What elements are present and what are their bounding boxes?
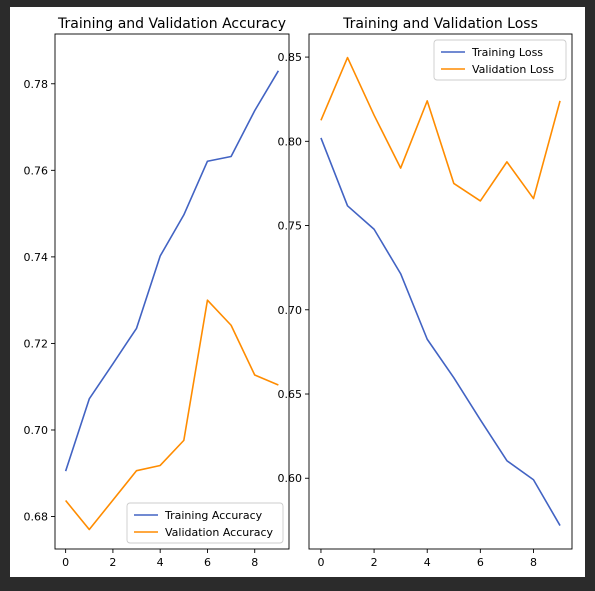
x-tick-label: 0 [317,556,324,569]
y-tick-label: 0.74 [24,251,49,264]
legend-label: Training Loss [471,46,543,59]
x-tick-label: 8 [251,556,258,569]
y-tick-label: 0.78 [24,78,49,91]
series-line-0 [321,138,560,526]
y-tick-label: 0.65 [278,388,303,401]
chart-loss: Training and Validation Loss 0 2 4 6 8 0.60 0.6… [278,16,573,569]
x-tick-label: 4 [424,556,431,569]
legend: Training Loss Validation Loss [434,40,566,80]
x-tick-label: 4 [157,556,164,569]
y-tick-label: 0.72 [24,337,49,350]
y-tick-label: 0.76 [24,164,49,177]
y-tick-label: 0.70 [24,424,49,437]
x-tick-label: 6 [204,556,211,569]
chart-title: Training and Validation Accuracy [57,16,286,32]
y-tick-label: 0.80 [278,135,303,148]
legend-label: Training Accuracy [164,509,263,522]
chart-accuracy: Training and Validation Accuracy 0 2 4 6 8 0.6… [24,16,290,569]
y-tick-label: 0.68 [24,511,49,524]
chart-title: Training and Validation Loss [342,16,538,32]
y-tick-label: 0.85 [278,51,303,64]
x-tick-label: 6 [477,556,484,569]
y-tick-label: 0.70 [278,304,303,317]
legend-label: Validation Loss [472,63,554,76]
x-tick-label: 2 [109,556,116,569]
x-tick-label: 8 [530,556,537,569]
series-line-0 [66,71,279,471]
series-line-1 [66,300,279,529]
legend-label: Validation Accuracy [165,526,274,539]
x-tick-label: 2 [371,556,378,569]
legend: Training Accuracy Validation Accuracy [127,503,283,543]
y-tick-label: 0.75 [278,220,303,233]
figure: Training and Validation Accuracy 0 2 4 6 8 0.6… [10,7,585,577]
x-tick-label: 0 [62,556,69,569]
figure-canvas: Training and Validation Accuracy 0 2 4 6 8 0.6… [10,7,585,577]
y-tick-label: 0.60 [278,472,303,485]
axes-frame [309,34,572,549]
